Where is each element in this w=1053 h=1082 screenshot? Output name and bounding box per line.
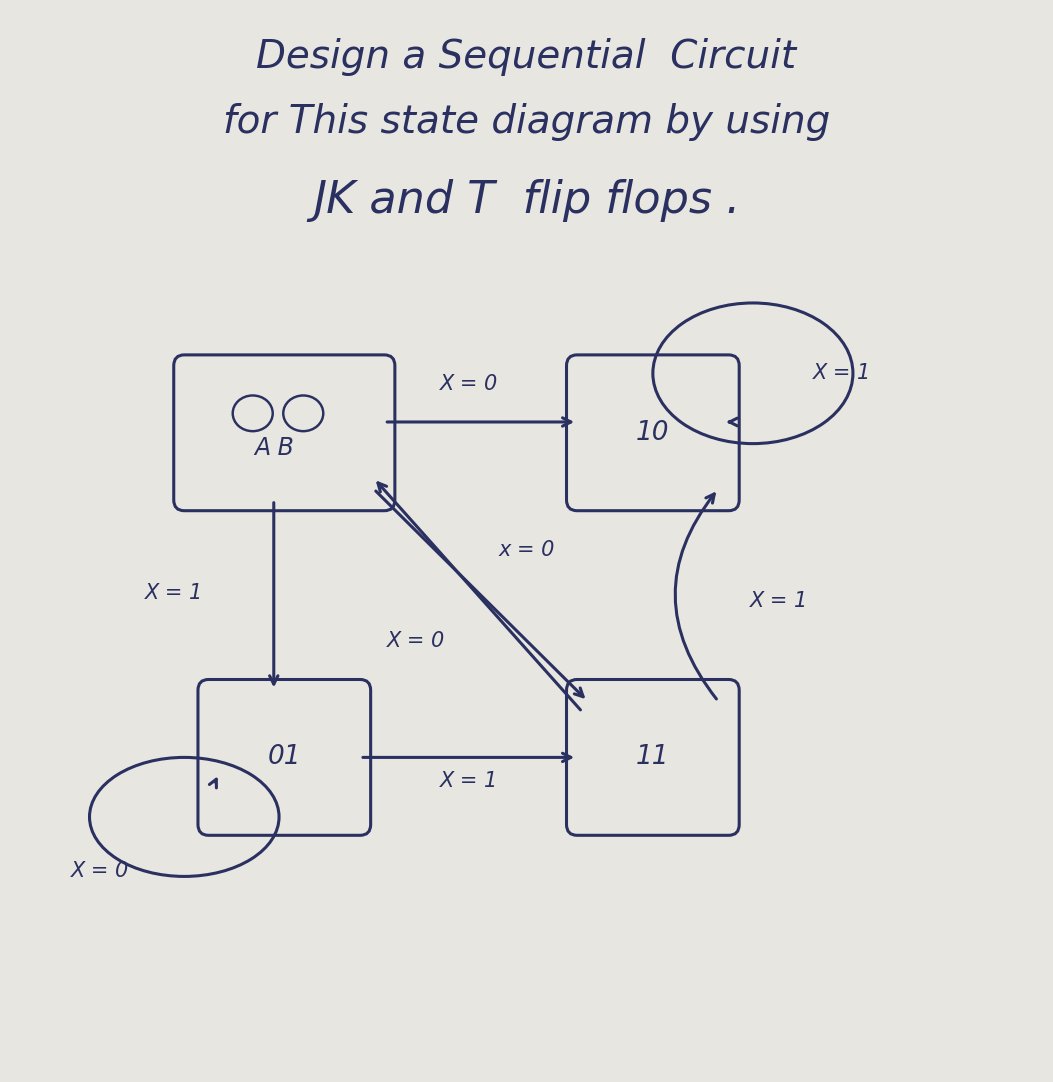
Text: X = 1: X = 1 [439,771,498,791]
Text: A B: A B [254,436,294,460]
Text: x = 0: x = 0 [498,540,555,559]
Text: 01: 01 [267,744,301,770]
Text: X = 1: X = 1 [813,364,872,383]
Text: 11: 11 [636,744,670,770]
Text: JK and T  flip flops .: JK and T flip flops . [313,179,740,222]
Text: X = 1: X = 1 [144,583,203,603]
Text: X = 0: X = 0 [386,631,445,650]
Text: for This state diagram by using: for This state diagram by using [223,103,830,141]
Text: Design a Sequential  Circuit: Design a Sequential Circuit [257,38,796,76]
Text: 10: 10 [636,420,670,446]
Text: X = 0: X = 0 [439,374,498,394]
Text: X = 1: X = 1 [750,591,809,610]
Text: X = 0: X = 0 [71,861,130,881]
